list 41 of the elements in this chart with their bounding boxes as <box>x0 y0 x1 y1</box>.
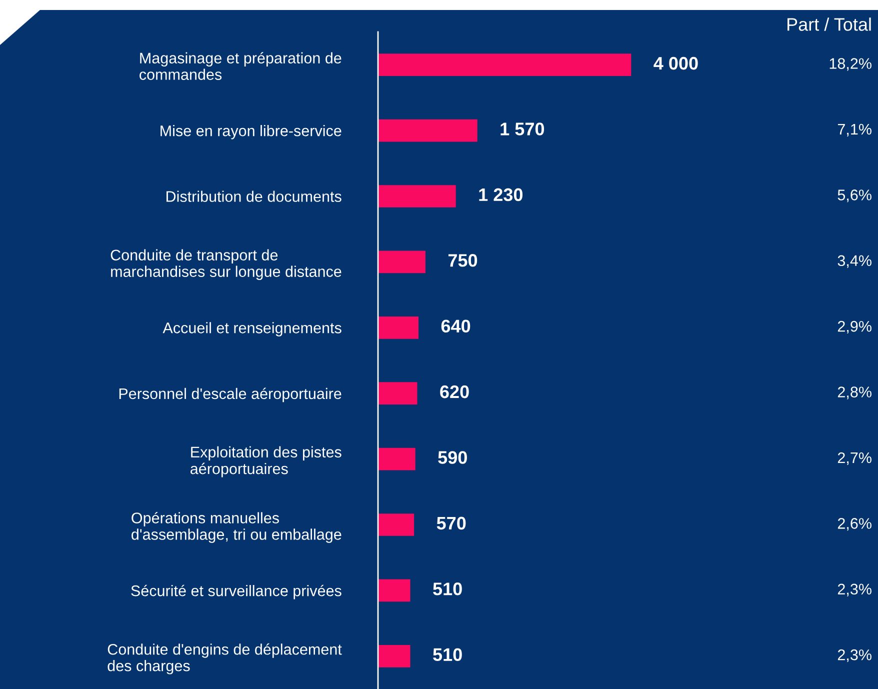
text: 2,8% <box>838 386 872 400</box>
bar <box>378 54 632 76</box>
bar <box>378 250 426 274</box>
text: 2,7% <box>838 452 872 465</box>
data-label: 510 <box>433 648 462 661</box>
y-tick-label: Exploitation des pistes aéroportuaires <box>190 446 342 478</box>
data-label: 620 <box>440 385 469 398</box>
text: Part / Total <box>788 18 871 31</box>
bar <box>378 119 478 142</box>
text: 2,3% <box>838 584 872 596</box>
bar <box>378 382 418 405</box>
y-tick-label: Accueil et renseignements <box>162 322 342 336</box>
y-tick-label: Mise en rayon libre-service <box>160 125 342 140</box>
text: 18,2% <box>830 58 872 71</box>
text: 7,1% <box>838 124 872 136</box>
data-label: 590 <box>438 451 467 464</box>
text: 3,4% <box>838 255 872 268</box>
bar <box>378 185 456 208</box>
bar <box>378 579 410 602</box>
data-label: 1 570 <box>500 122 544 136</box>
data-label: 640 <box>441 320 470 332</box>
text: 2,9% <box>838 320 872 334</box>
text: 2,3% <box>838 649 872 662</box>
y-tick-label: Magasinage et préparation de commandes <box>140 52 342 80</box>
y-tick-label: Distribution de documents <box>166 190 342 202</box>
y-tick-label: Sécurité et surveillance privées <box>131 584 342 600</box>
data-label: 1 230 <box>479 188 523 202</box>
text: 5,6% <box>838 190 872 202</box>
y-tick-label: Opérations manuelles d'assemblage, tri ou emballage <box>132 512 342 543</box>
bar <box>378 448 416 470</box>
text: 2,6% <box>838 518 872 531</box>
y-tick-label: Conduite d'engins de déplacement des charges <box>108 643 342 674</box>
bar <box>378 316 419 339</box>
bar <box>378 514 414 536</box>
bar <box>378 644 410 668</box>
data-label: 570 <box>436 516 466 530</box>
data-label: 510 <box>433 582 462 596</box>
y-tick-label: Conduite de transport de marchandises sur longue distance <box>110 249 342 280</box>
data-label: 4 000 <box>654 56 698 70</box>
data-label: 750 <box>448 254 478 267</box>
y-tick-label: Personnel d'escale aéroportuaire <box>119 388 342 402</box>
